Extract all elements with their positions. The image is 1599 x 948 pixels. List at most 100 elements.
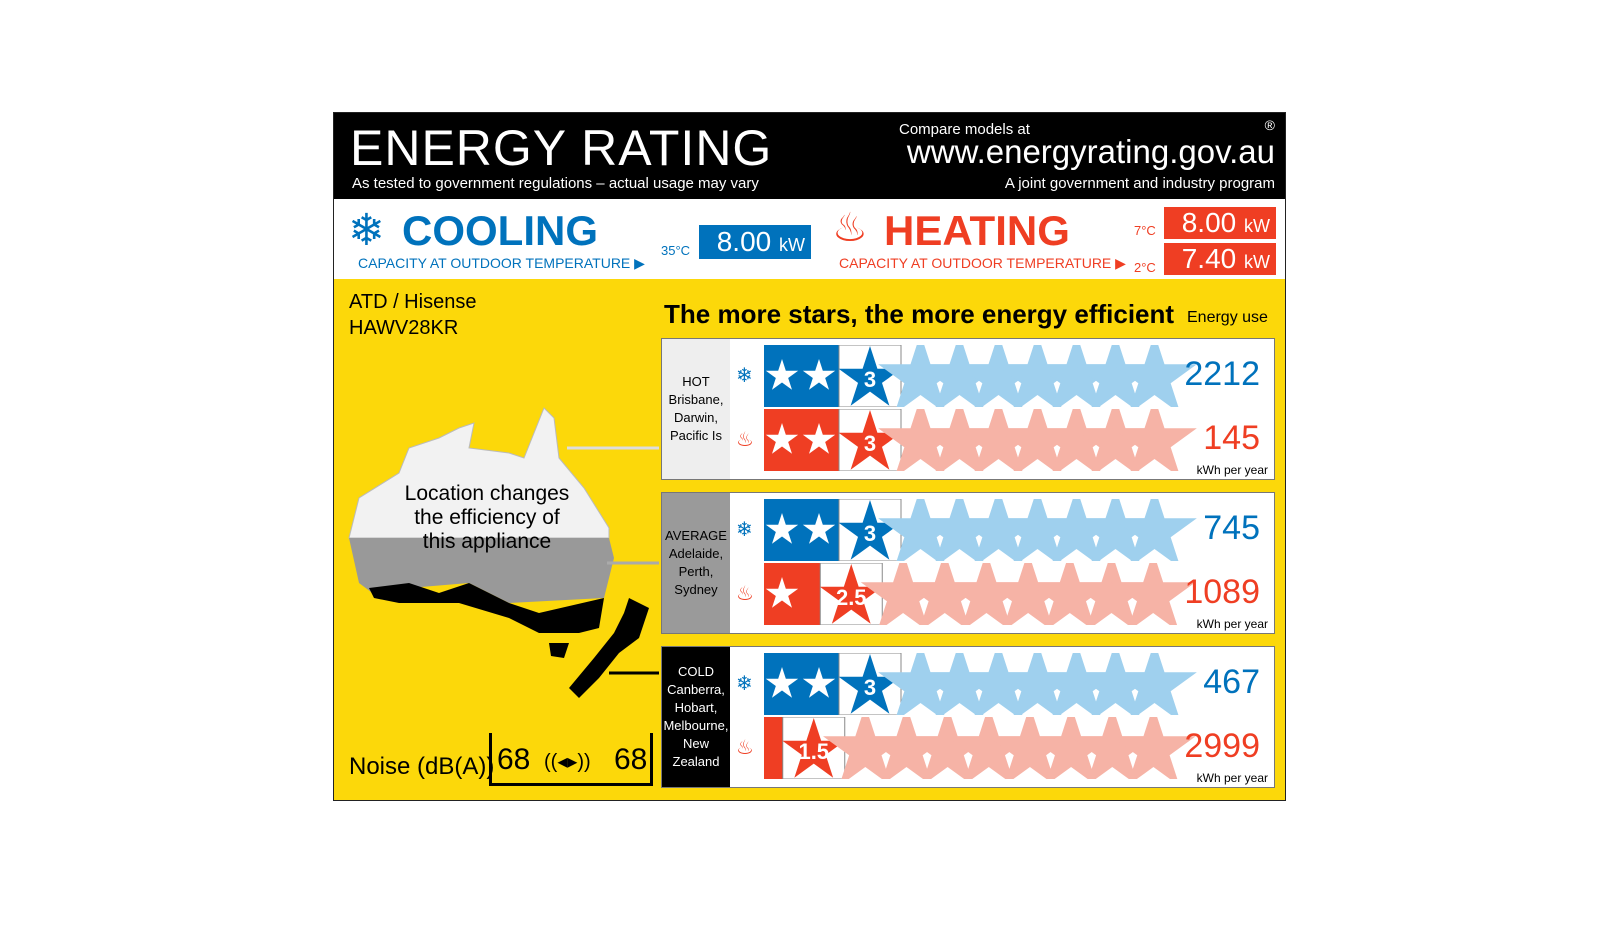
cooling-energy-use: 2212 [1184, 355, 1260, 393]
zone-name: COLD [677, 664, 715, 679]
zone-place: Darwin, [673, 410, 719, 425]
cooling-star-rating: 3 [764, 653, 1197, 715]
rating-number: 2.5 [836, 585, 867, 610]
empty-star [1112, 653, 1197, 715]
rating-number: 3 [864, 431, 876, 456]
zone-name: AVERAGE [665, 528, 727, 543]
rating-number: 3 [864, 367, 876, 392]
heating-title: HEATING [884, 207, 1070, 254]
new-zealand [569, 598, 649, 698]
zone-place: Canberra, [667, 682, 725, 697]
heating-energy-use: 145 [1203, 419, 1260, 457]
heating-star-rating: 1.5 [764, 717, 1196, 779]
filled-star [765, 513, 799, 544]
header: ENERGY RATING As tested to government re… [334, 113, 1285, 199]
hot-zone [348, 407, 610, 539]
cooling-capacity-value: 8.00 [716, 226, 772, 257]
snowflake-icon: ❄ [736, 519, 753, 541]
zone-hot: HOT Brisbane, Darwin, Pacific Is ❄ ♨ 3 3 221… [661, 338, 1275, 480]
noise-outdoor: 68 [614, 743, 648, 776]
zone-name: HOT [682, 374, 710, 389]
heating-capacity-2: 7.40 kW [1164, 243, 1276, 275]
filled-star [765, 359, 799, 390]
cooling-star-rating: 3 [764, 345, 1197, 407]
heating-capacity-value: 8.00 [1181, 207, 1237, 238]
brand: ATD / Hisense [349, 291, 477, 313]
zone-place: Pacific Is [669, 428, 722, 443]
energy-rating-label: ENERGY RATING As tested to government re… [333, 112, 1286, 801]
label-title: ENERGY RATING [350, 120, 773, 176]
rating-number: 3 [864, 521, 876, 546]
noise-label: Noise (dB(A)) [349, 753, 495, 780]
website-url[interactable]: www.energyrating.gov.au [906, 133, 1275, 170]
cold-zone [369, 583, 604, 633]
map-text-1: Location changes [405, 482, 570, 505]
filled-stars-bg [764, 717, 783, 779]
zone-place: Hobart, [674, 700, 718, 715]
capacity-strip: ❄ COOLING CAPACITY AT OUTDOOR TEMPERATUR… [334, 199, 1285, 279]
heating-capacity-1: 8.00 kW [1164, 207, 1276, 239]
map-text-3: this appliance [423, 530, 551, 553]
tasmania [549, 643, 569, 658]
rating-star [838, 346, 902, 406]
snowflake-icon: ❄ [736, 365, 753, 387]
cooling-caption: CAPACITY AT OUTDOOR TEMPERATURE ▶ [358, 255, 645, 271]
unit: kW [1244, 216, 1270, 236]
house-icon [489, 733, 653, 786]
heating-energy-use: 2999 [1184, 727, 1260, 765]
headline: The more stars, the more energy efficien… [664, 299, 1175, 329]
heat-waves-icon: ♨ [736, 429, 754, 451]
rating-number: 1.5 [798, 739, 829, 764]
filled-star [802, 667, 836, 698]
rating-star [838, 654, 902, 714]
heating-star-rating: 2.5 [764, 563, 1196, 625]
empty-star [1111, 717, 1196, 779]
filled-star [802, 359, 836, 390]
cooling-star-rating: 3 [764, 499, 1197, 561]
cooling-title: COOLING [402, 207, 598, 254]
rating-number: 3 [864, 675, 876, 700]
rating-star [838, 500, 902, 560]
zone-place: Perth, [678, 564, 714, 579]
zone-label: COLD Canberra, Hobart, Melbourne, New Zealan… [662, 647, 730, 787]
model-info: ATD / Hisense HAWV28KR [349, 289, 476, 341]
zone-average: AVERAGE Adelaide, Perth, Sydney ❄ ♨ 3 2.5 74… [661, 492, 1275, 634]
label-subtitle: As tested to government regulations – ac… [352, 175, 759, 192]
climate-zone-map: Location changes the efficiency of this … [348, 407, 659, 698]
snowflake-icon: ❄ [736, 673, 753, 695]
filled-stars-bg [764, 563, 821, 625]
filled-star [802, 423, 836, 454]
zone-place: Adelaide, [668, 546, 724, 561]
heating-capacity-value: 7.40 [1181, 243, 1237, 274]
zone-place: Sydney [674, 582, 718, 597]
filled-star [765, 577, 799, 608]
cooling-temp: 35°C [661, 243, 691, 258]
heating-caption: CAPACITY AT OUTDOOR TEMPERATURE ▶ [839, 255, 1126, 271]
joint-program-text: A joint government and industry program [1004, 175, 1275, 192]
empty-star [1112, 499, 1197, 561]
registered-mark: ® [1264, 117, 1275, 133]
snowflake-icon: ❄ [348, 206, 385, 255]
heat-waves-icon: ♨ [736, 583, 754, 605]
cooling-capacity: 8.00 kW [699, 225, 811, 259]
filled-star [765, 423, 799, 454]
cooling-energy-use: 745 [1203, 509, 1260, 547]
speaker-icon: ((◂▸)) [544, 751, 591, 773]
empty-star [1112, 345, 1197, 407]
empty-star [1110, 563, 1196, 625]
filled-star [802, 513, 836, 544]
unit: kW [1244, 252, 1270, 272]
empty-star [1112, 409, 1197, 471]
rating-star [838, 410, 902, 470]
heating-temp-2: 2°C [1134, 260, 1156, 275]
model-number: HAWV28KR [349, 317, 459, 339]
noise-indoor: 68 [497, 743, 531, 776]
zone-cold: COLD Canberra, Hobart, Melbourne, New Zealan… [661, 646, 1275, 788]
heating-star-rating: 3 [764, 409, 1197, 471]
rating-star [819, 564, 883, 624]
kwh-unit: kWh per year [1196, 617, 1268, 631]
heat-waves-icon: ♨ [832, 206, 868, 250]
rating-star [782, 718, 846, 778]
map-text-2: the efficiency of [414, 506, 560, 529]
filled-star [765, 667, 799, 698]
